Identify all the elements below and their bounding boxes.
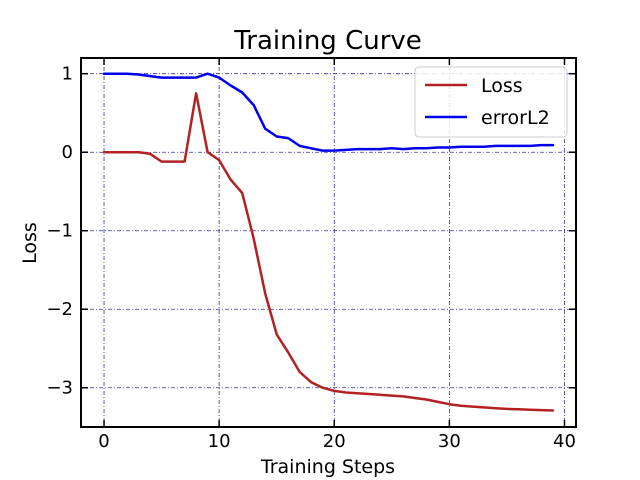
- chart-title: Training Curve: [233, 26, 422, 56]
- series-line-loss: [102, 92, 555, 412]
- grid-lines: [81, 58, 576, 427]
- x-tick-label: 10: [208, 431, 231, 452]
- y-tick-label: −2: [46, 299, 73, 320]
- legend-label: errorL2: [481, 107, 550, 129]
- series-lines: [102, 72, 555, 412]
- legend-label: Loss: [481, 75, 523, 97]
- series-line-errorl2: [102, 72, 555, 152]
- y-axis-label: Loss: [19, 222, 41, 264]
- x-axis-label: Training Steps: [260, 456, 395, 478]
- plot-frame: [80, 57, 577, 428]
- axis-ticks: [81, 58, 576, 427]
- x-tick-label: 40: [553, 431, 576, 452]
- y-tick-label: 0: [62, 142, 73, 163]
- x-tick-label: 30: [438, 431, 461, 452]
- legend: Loss errorL2: [414, 66, 568, 138]
- x-tick-label: 0: [98, 431, 109, 452]
- y-tick-label: 1: [62, 64, 73, 85]
- y-tick-label: −3: [46, 378, 73, 399]
- y-tick-label: −1: [46, 221, 73, 242]
- x-tick-label: 20: [323, 431, 346, 452]
